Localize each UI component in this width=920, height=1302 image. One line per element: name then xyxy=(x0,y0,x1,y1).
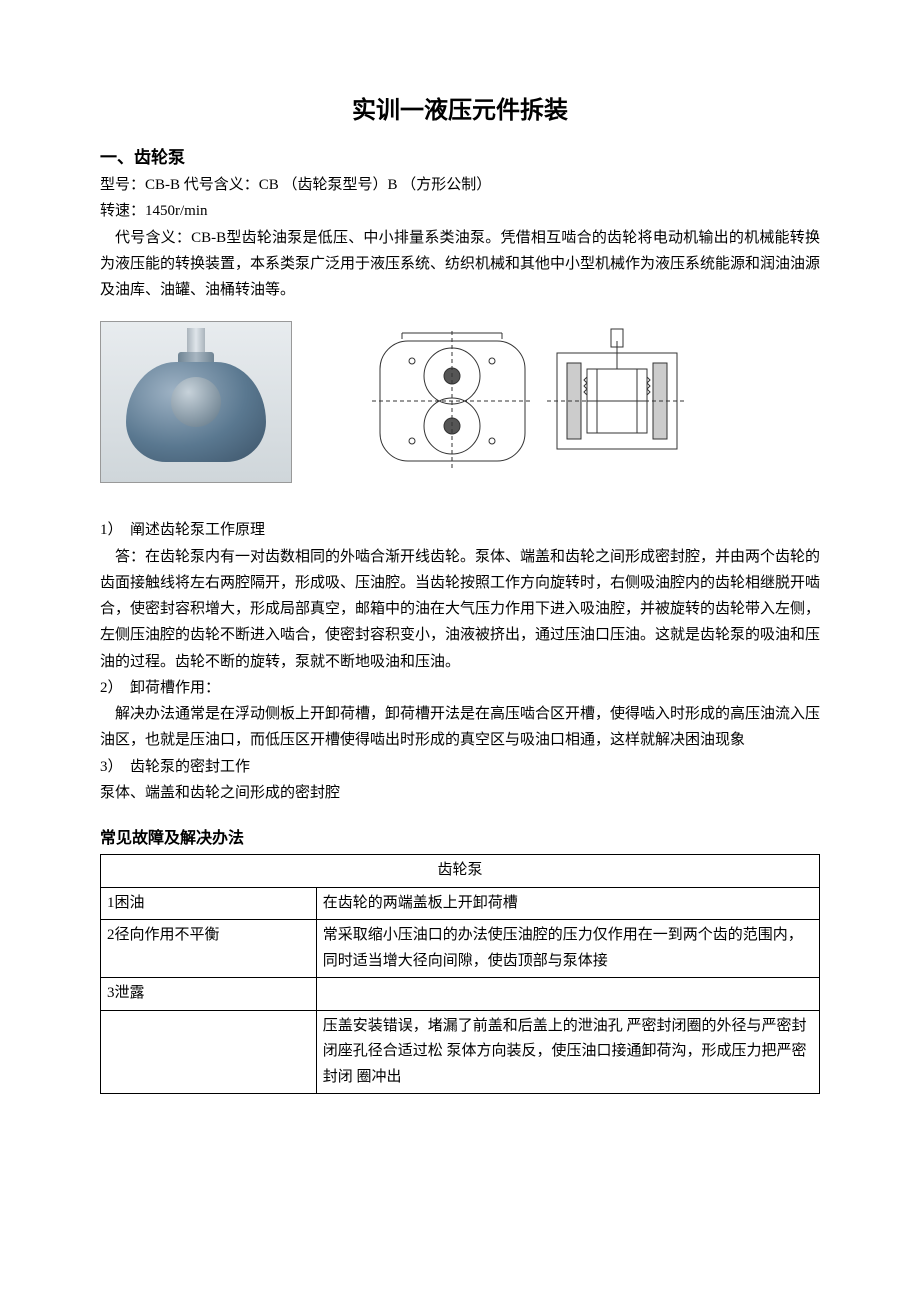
q2-title: 卸荷槽作用： xyxy=(130,680,220,696)
q3-title: 齿轮泵的密封工作 xyxy=(130,759,250,775)
q1-num: 1） xyxy=(100,517,123,543)
q3: 3） 齿轮泵的密封工作 xyxy=(100,754,820,780)
faults-heading: 常见故障及解决办法 xyxy=(100,824,820,848)
fault-cell-empty xyxy=(101,1010,317,1094)
table-header-row: 齿轮泵 xyxy=(101,855,820,888)
schematic-svg xyxy=(372,321,692,476)
q3-body: 泵体、端盖和齿轮之间形成的密封腔 xyxy=(100,780,820,806)
document-page: 实训一液压元件拆装 一、齿轮泵 型号：CB-B 代号含义：CB （齿轮泵型号）B… xyxy=(0,0,920,1302)
q1-title: 阐述齿轮泵工作原理 xyxy=(130,522,265,538)
table-row: 2径向作用不平衡 常采取缩小压油口的办法使压油腔的压力仅作用在一到两个齿的范围内… xyxy=(101,920,820,978)
figure-row xyxy=(100,321,820,483)
solution-cell: 常采取缩小压油口的办法使压油腔的压力仅作用在一到两个齿的范围内，同时适当增大径向… xyxy=(316,920,819,978)
fault-cell: 3泄露 xyxy=(101,978,317,1011)
section-1-heading: 一、齿轮泵 xyxy=(100,143,820,168)
page-title: 实训一液压元件拆装 xyxy=(100,90,820,125)
pump-knob xyxy=(171,377,221,427)
table-row: 3泄露 xyxy=(101,978,820,1011)
speed-line: 转速：1450r/min xyxy=(100,198,820,224)
pump-schematic xyxy=(372,321,692,476)
table-row: 1困油 在齿轮的两端盖板上开卸荷槽 xyxy=(101,887,820,920)
q3-num: 3） xyxy=(100,754,123,780)
solution-cell: 在齿轮的两端盖板上开卸荷槽 xyxy=(316,887,819,920)
model-line: 型号：CB-B 代号含义：CB （齿轮泵型号）B （方形公制） xyxy=(100,172,820,198)
pump-photo xyxy=(100,321,292,483)
solution-cell xyxy=(316,978,819,1011)
q2-body: 解决办法通常是在浮动侧板上开卸荷槽，卸荷槽开法是在高压啮合区开槽，使得啮入时形成… xyxy=(100,701,820,754)
table-title-cell: 齿轮泵 xyxy=(101,855,820,888)
fault-cell: 2径向作用不平衡 xyxy=(101,920,317,978)
solution-cell: 压盖安装错误，堵漏了前盖和后盖上的泄油孔 严密封闭圈的外径与严密封闭座孔径合适过… xyxy=(316,1010,819,1094)
q2-num: 2） xyxy=(100,675,123,701)
table-row: 压盖安装错误，堵漏了前盖和后盖上的泄油孔 严密封闭圈的外径与严密封闭座孔径合适过… xyxy=(101,1010,820,1094)
q1: 1） 阐述齿轮泵工作原理 xyxy=(100,517,820,543)
q2: 2） 卸荷槽作用： xyxy=(100,675,820,701)
fault-cell: 1困油 xyxy=(101,887,317,920)
q1-body: 答：在齿轮泵内有一对齿数相同的外啮合渐开线齿轮。泵体、端盖和齿轮之间形成密封腔，… xyxy=(100,544,820,675)
faults-table: 齿轮泵 1困油 在齿轮的两端盖板上开卸荷槽 2径向作用不平衡 常采取缩小压油口的… xyxy=(100,854,820,1094)
section-1-desc: 代号含义：CB-B型齿轮油泵是低压、中小排量系类油泵。凭借相互啮合的齿轮将电动机… xyxy=(100,225,820,304)
